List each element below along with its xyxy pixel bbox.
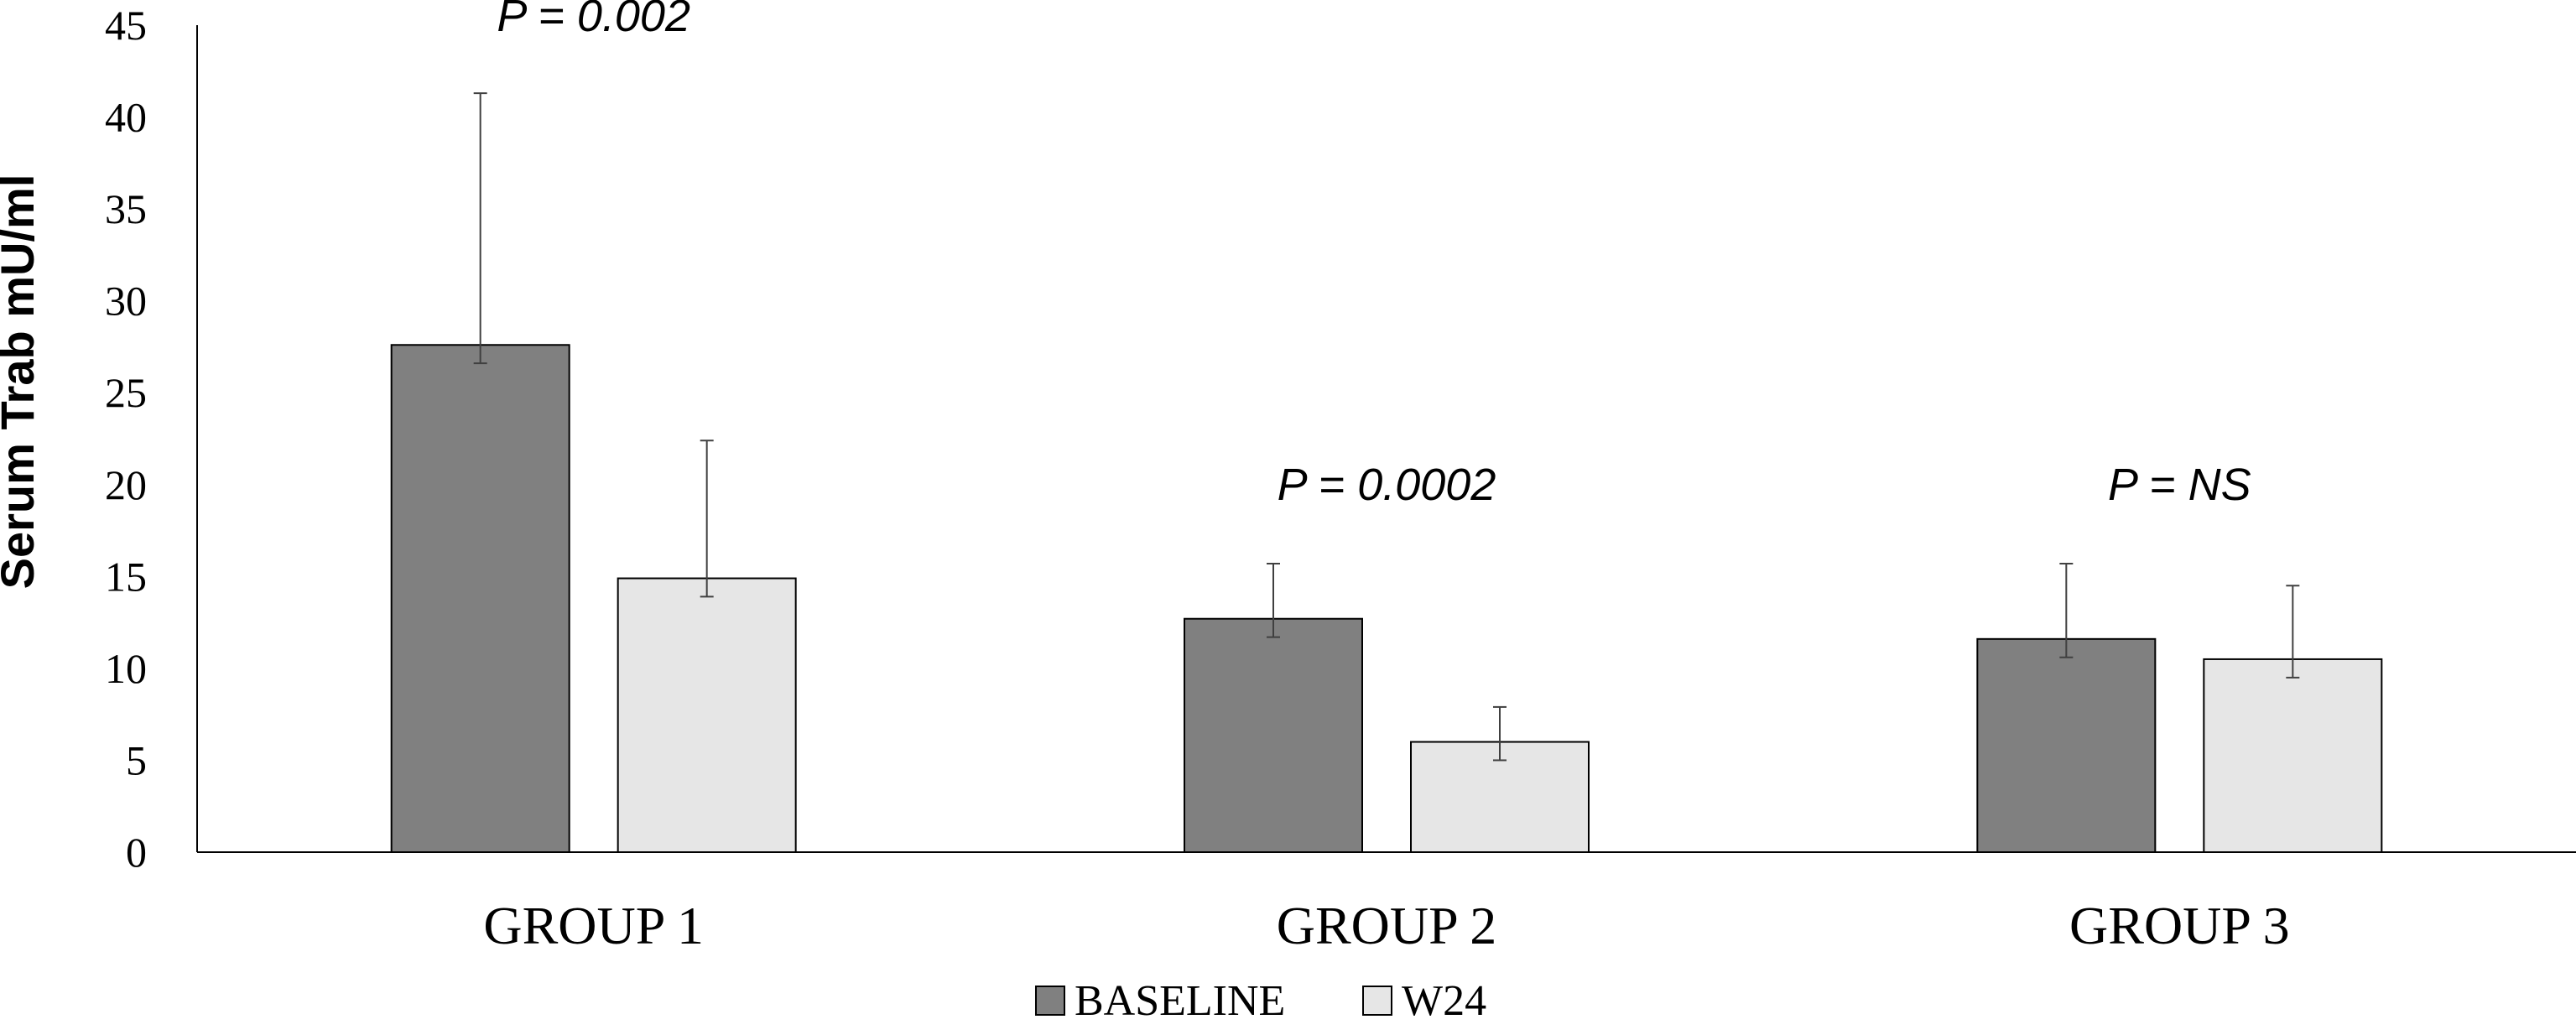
y-axis-title: Serum Trab mU/ml [0, 174, 44, 590]
p-value-annotation: P = 0.0002 [1278, 460, 1496, 510]
y-tick-label: 45 [105, 2, 147, 49]
y-tick-label: 0 [126, 829, 147, 876]
legend-swatch-baseline [1035, 986, 1065, 1016]
y-tick-label: 5 [126, 736, 147, 783]
x-category-label: GROUP 2 [1277, 896, 1497, 955]
bar-baseline-group-1 [390, 344, 570, 853]
bar-baseline-group-3 [1976, 637, 2157, 853]
bar-baseline-group-2 [1184, 617, 1363, 853]
bar-w24-group-1 [617, 577, 797, 853]
legend-label-w24: W24 [1402, 977, 1486, 1025]
x-category-label: GROUP 1 [483, 896, 704, 955]
y-tick-label: 10 [105, 645, 147, 692]
legend-swatch-w24 [1362, 986, 1392, 1016]
y-tick-label: 35 [105, 185, 147, 232]
legend-label-baseline: BASELINE [1075, 977, 1285, 1025]
bar-w24-group-3 [2203, 658, 2383, 854]
x-category-label: GROUP 3 [2069, 896, 2290, 955]
y-tick-label: 40 [105, 94, 147, 141]
y-tick-label: 30 [105, 278, 147, 325]
p-value-annotation: P = NS [2108, 460, 2251, 510]
y-tick-label: 20 [105, 461, 147, 508]
y-tick-label: 15 [105, 553, 147, 600]
y-tick-label: 25 [105, 369, 147, 416]
p-value-annotation: P = 0.002 [497, 0, 690, 41]
